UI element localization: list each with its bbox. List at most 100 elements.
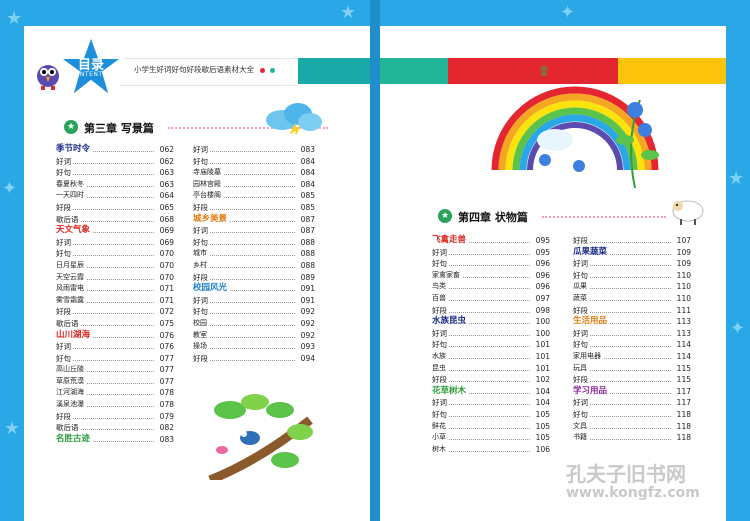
- toc-entry[interactable]: 好词 062: [56, 155, 174, 168]
- toc-entry[interactable]: 好句 063: [56, 167, 174, 179]
- toc-entry-label: 好句: [193, 155, 210, 168]
- toc-leader-dots: [575, 369, 671, 371]
- logo-subtitle: CONTENTS: [70, 71, 107, 78]
- toc-section-heading[interactable]: 城乡美景 087: [193, 213, 315, 226]
- chapter3-heading[interactable]: ★ 第三章 写景篇: [64, 118, 328, 138]
- toc-section-heading[interactable]: 山川湖海 076: [56, 329, 174, 342]
- toc-entry-label: 家用电器: [573, 350, 603, 363]
- toc-entry[interactable]: 玩具 115: [573, 362, 691, 375]
- toc-leader-dots: [434, 381, 530, 383]
- toc-entry[interactable]: 鸟类 096: [432, 281, 550, 293]
- toc-entry[interactable]: 草原荒漠 077: [56, 375, 174, 388]
- toc-entry[interactable]: 好词 076: [56, 341, 174, 353]
- toc-entry[interactable]: 歇后语 068: [56, 213, 174, 226]
- toc-entry[interactable]: 好段 098: [432, 304, 550, 317]
- toc-entry[interactable]: 水族 101: [432, 350, 550, 363]
- toc-entry[interactable]: 园林宫殿 084: [193, 178, 315, 191]
- toc-entry[interactable]: 教室 092: [193, 329, 315, 342]
- toc-entry[interactable]: 风雨雷电 071: [56, 283, 174, 295]
- toc-entry[interactable]: 好词 069: [56, 236, 174, 249]
- toc-entry[interactable]: 好词 117: [573, 397, 691, 409]
- toc-entry[interactable]: 鲜花 105: [432, 420, 550, 433]
- toc-entry[interactable]: 好段 089: [193, 271, 315, 284]
- toc-entry[interactable]: 高山丘陵 077: [56, 364, 174, 376]
- toc-entry[interactable]: 乡村 088: [193, 259, 315, 272]
- toc-entry[interactable]: 好句 096: [432, 258, 550, 270]
- toc-entry-label: 好句: [432, 258, 449, 270]
- toc-entry[interactable]: 好词 087: [193, 225, 315, 237]
- toc-entry[interactable]: 蔬菜 110: [573, 292, 691, 305]
- toc-entry[interactable]: 百兽 097: [432, 292, 550, 305]
- toc-entry[interactable]: 书籍 118: [573, 432, 691, 444]
- toc-entry-label: 好段: [432, 374, 449, 386]
- toc-section-heading[interactable]: 花草树木 104: [432, 385, 550, 398]
- toc-entry[interactable]: 亭台楼阁 085: [193, 190, 315, 202]
- toc-entry[interactable]: 日月星辰 070: [56, 259, 174, 272]
- toc-entry[interactable]: 好句 101: [432, 339, 550, 351]
- toc-entry[interactable]: 雾雪霜露 071: [56, 294, 174, 307]
- toc-page-number: 096: [533, 281, 550, 293]
- toc-entry[interactable]: 好词 113: [573, 327, 691, 340]
- toc-leader-dots: [575, 415, 671, 417]
- toc-entry-label: 好句: [56, 167, 73, 179]
- toc-entry[interactable]: 好句 118: [573, 408, 691, 421]
- toc-entry[interactable]: 好句 105: [432, 408, 550, 421]
- toc-entry[interactable]: 好段 072: [56, 306, 174, 318]
- toc-entry[interactable]: 好段 111: [573, 304, 691, 317]
- toc-entry[interactable]: 树木 106: [432, 443, 550, 456]
- toc-entry[interactable]: 春夏秋冬 063: [56, 178, 174, 191]
- toc-entry[interactable]: 好词 104: [432, 397, 550, 409]
- toc-section-heading[interactable]: 瓜果蔬菜 109: [573, 246, 691, 259]
- toc-section-heading[interactable]: 生活用品 113: [573, 316, 691, 328]
- toc-entry[interactable]: 好词 100: [432, 327, 550, 340]
- toc-entry[interactable]: 小草 105: [432, 432, 550, 444]
- toc-section-heading[interactable]: 名胜古迹 083: [56, 433, 174, 446]
- toc-entry[interactable]: 好句 084: [193, 155, 315, 168]
- toc-entry[interactable]: 江河湖海 078: [56, 387, 174, 400]
- toc-entry[interactable]: 好词 083: [193, 144, 315, 156]
- toc-leader-dots: [58, 313, 154, 315]
- toc-entry[interactable]: 校园 092: [193, 317, 315, 330]
- toc-entry[interactable]: 好词 095: [432, 246, 550, 259]
- toc-entry[interactable]: 操场 093: [193, 341, 315, 353]
- toc-entry[interactable]: 天空云霞 070: [56, 271, 174, 284]
- toc-section-heading[interactable]: 季节时令 062: [56, 144, 174, 156]
- toc-entry[interactable]: 歇后语 082: [56, 422, 174, 434]
- toc-entry[interactable]: 家用电器 114: [573, 350, 691, 363]
- toc-section-heading[interactable]: 水族昆虫 100: [432, 316, 550, 328]
- toc-page-number: 088: [298, 236, 315, 249]
- toc-entry[interactable]: 好句 114: [573, 339, 691, 351]
- toc-page-number: 077: [157, 364, 174, 376]
- toc-entry[interactable]: 好段 085: [193, 201, 315, 214]
- toc-entry-label: 好词: [432, 327, 449, 340]
- toc-section-heading[interactable]: 校园风光 091: [193, 283, 315, 295]
- toc-section-heading[interactable]: 学习用品 117: [573, 385, 691, 398]
- toc-entry[interactable]: 好段 115: [573, 374, 691, 386]
- toc-entry[interactable]: 溪泉池瀑 078: [56, 399, 174, 411]
- toc-entry[interactable]: 好段 079: [56, 410, 174, 423]
- toc-entry[interactable]: 好句 110: [573, 269, 691, 282]
- toc-entry[interactable]: 好词 091: [193, 294, 315, 307]
- toc-entry[interactable]: 昆虫 101: [432, 362, 550, 375]
- toc-entry[interactable]: 家禽家畜 096: [432, 269, 550, 282]
- toc-page-number: 117: [674, 397, 691, 409]
- toc-entry[interactable]: 好句 070: [56, 248, 174, 260]
- toc-page-number: 079: [157, 410, 174, 423]
- toc-entry[interactable]: 好段 094: [193, 352, 315, 365]
- toc-entry[interactable]: 好词 109: [573, 258, 691, 270]
- toc-entry[interactable]: 好段 102: [432, 374, 550, 386]
- toc-entry[interactable]: 好段 107: [573, 235, 691, 247]
- toc-entry[interactable]: 好段 065: [56, 201, 174, 214]
- chapter4-heading[interactable]: ★ 第四章 状物篇: [438, 207, 678, 227]
- toc-entry[interactable]: 城市 088: [193, 248, 315, 260]
- toc-entry[interactable]: 好句 088: [193, 236, 315, 249]
- toc-entry[interactable]: 好句 077: [56, 352, 174, 365]
- toc-entry[interactable]: 瓜果 110: [573, 281, 691, 293]
- toc-section-heading[interactable]: 飞禽走兽 095: [432, 235, 550, 247]
- toc-entry[interactable]: 歇后语 075: [56, 317, 174, 330]
- toc-entry[interactable]: 文具 118: [573, 420, 691, 433]
- toc-section-heading[interactable]: 天文气象 069: [56, 225, 174, 237]
- toc-entry[interactable]: 寺庙陵墓 084: [193, 167, 315, 179]
- toc-entry[interactable]: 好句 092: [193, 306, 315, 318]
- toc-entry[interactable]: 一天四时 064: [56, 190, 174, 202]
